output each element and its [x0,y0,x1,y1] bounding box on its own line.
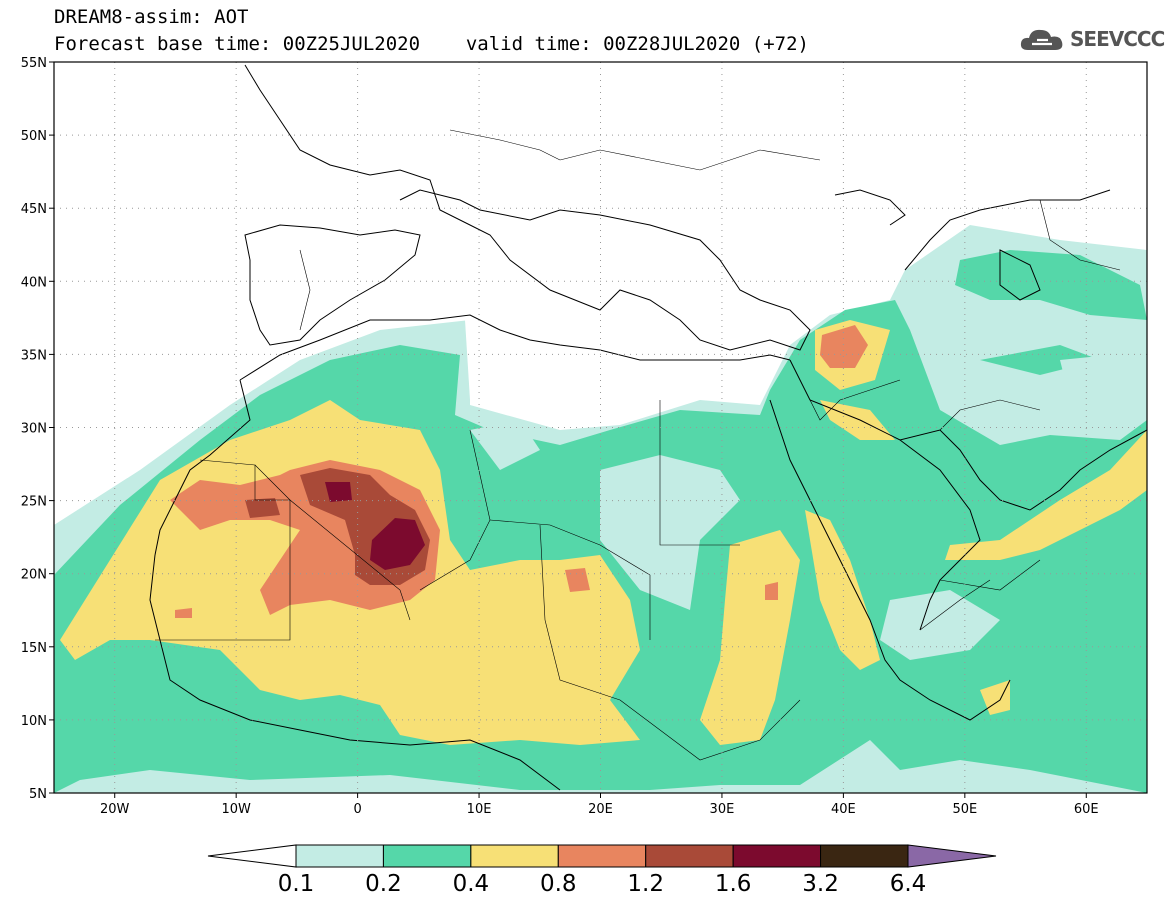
colorbar-box [732,844,822,868]
colorbar-label: 6.4 [890,871,927,897]
aot-band-1.6-3.2 [325,482,425,570]
colorbar: 0.1 0.2 0.4 0.8 1.2 1.6 3.2 6.4 [207,844,997,897]
lon-tick-label: 30E [710,802,735,817]
colorbar-label: 1.6 [715,871,752,897]
lon-tick-label: 40E [831,802,856,817]
colorbar-label: 0.8 [540,871,577,897]
logo-text: SEEVCCC [1070,27,1165,51]
lon-tick-label: 20W [100,802,130,817]
colorbar-box [295,844,384,868]
seevccc-logo: SEEVCCC [1018,22,1165,56]
coastlines [149,64,1147,791]
colorbar-box [382,844,472,868]
lon-tick-label: 20E [588,802,613,817]
lon-tick-label: 10E [467,802,492,817]
lon-tick-label: 60E [1074,802,1099,817]
lat-tick-label: 15N [21,641,47,656]
lat-tick-label: 40N [21,275,47,290]
colorbar-label: 0.2 [365,871,402,897]
lat-tick-label: 30N [21,422,47,437]
lat-tick-label: 20N [21,568,47,583]
lat-tick-label: 35N [21,348,47,363]
lon-axis: 20W 10W 0 10E 20E 30E 40E 50E 60E [100,793,1099,817]
lat-axis: 55N 50N 45N 40N 35N 30N 25N 20N 15N 10N 5N [21,56,54,802]
colorbar-box [470,844,559,868]
lat-tick-label: 10N [21,714,47,729]
lat-tick-label: 45N [21,202,47,217]
lon-tick-label: 50E [952,802,977,817]
colorbar-low-arrow [207,844,297,868]
cloud-icon [1020,29,1063,50]
colorbar-label: 0.1 [278,871,315,897]
colorbar-box [557,844,647,868]
lat-tick-label: 50N [21,129,47,144]
map-title: DREAM8-assim: AOT [54,6,249,28]
colorbar-box [645,844,734,868]
colorbar-label: 1.2 [627,871,664,897]
aot-band-0.1-0.2-patches [470,355,1140,660]
clear-area [54,62,1147,515]
valid-time-label: valid time: 00Z28JUL2020 (+72) [465,33,809,55]
colorbar-label: 3.2 [802,871,839,897]
lat-tick-label: 5N [29,787,47,802]
colorbar-label: 0.4 [453,871,490,897]
lat-tick-label: 55N [21,56,47,71]
lon-tick-label: 10W [221,802,251,817]
forecast-time-line: Forecast base time: 00Z25JUL2020 valid t… [54,33,809,55]
colorbar-box [820,844,909,868]
gridlines [54,62,1147,793]
lat-tick-label: 25N [21,495,47,510]
colorbar-high-arrow [907,844,997,868]
lon-tick-label: 0 [353,802,361,817]
base-time-label: Forecast base time: 00Z25JUL2020 [54,33,421,55]
borders [155,129,1121,761]
